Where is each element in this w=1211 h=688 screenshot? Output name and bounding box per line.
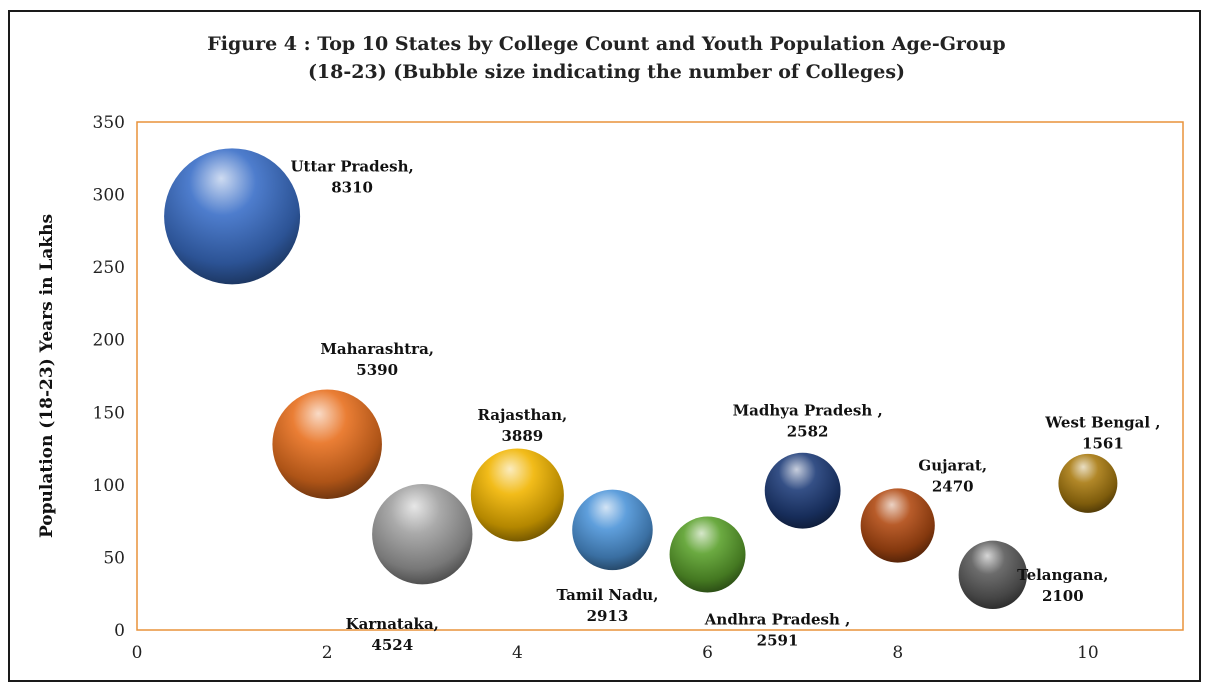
bubble-data-label: West Bengal , 1561	[1044, 413, 1160, 452]
bubbles	[164, 148, 1118, 610]
bubble-point	[764, 452, 841, 529]
bubble-data-label: Madhya Pradesh , 2582	[733, 402, 883, 441]
bubble-data-label: Telangana, 2100	[1017, 566, 1108, 605]
bubble-point	[164, 148, 301, 285]
bubble-data-label: Uttar Pradesh, 8310	[290, 157, 413, 196]
x-tick-label: 2	[322, 643, 333, 663]
bubble-point	[669, 516, 746, 593]
y-tick-label: 300	[93, 186, 125, 206]
bubble-labels: Uttar Pradesh, 8310 Maharashtra, 5390 Karnat…	[290, 157, 1160, 654]
bubble-point	[1058, 453, 1118, 513]
chart-title-line1: Figure 4 : Top 10 States by College Coun…	[207, 33, 1006, 55]
bubble-data-label: Maharashtra, 5390	[320, 340, 434, 379]
bubble-data-label: Gujarat, 2470	[918, 456, 987, 495]
bubble-point	[470, 448, 564, 542]
bubble-point	[372, 484, 473, 585]
x-tick-label: 0	[132, 643, 143, 663]
plot-area-border	[136, 121, 1184, 631]
y-tick-label: 200	[93, 331, 125, 351]
y-tick-label: 0	[114, 621, 125, 641]
y-axis-label: Population (18-23) Years in Lakhs	[37, 214, 57, 538]
bubble-data-label: Karnataka, 4524	[346, 615, 439, 654]
x-tick-label: 10	[1077, 643, 1099, 663]
y-tick-label: 100	[93, 476, 125, 496]
y-tick-label: 350	[93, 113, 125, 133]
y-axis: 0 50 100 150 200 250 300 350	[93, 113, 125, 641]
bubble-point	[572, 489, 653, 571]
x-tick-label: 6	[702, 643, 713, 663]
chart-title-line2: (18-23) (Bubble size indicating the numb…	[307, 61, 906, 83]
y-tick-label: 250	[93, 258, 125, 278]
chart-title: Figure 4 : Top 10 States by College Coun…	[10, 30, 1203, 86]
x-axis: 0 2 4 6 8 10	[132, 643, 1099, 663]
x-tick-label: 8	[892, 643, 903, 663]
bubble-data-label: Rajasthan, 3889	[477, 406, 567, 445]
bubble-data-label: Andhra Pradesh , 2591	[704, 611, 851, 650]
bubble-point	[272, 389, 382, 499]
x-tick-label: 4	[512, 643, 523, 663]
y-tick-label: 50	[103, 548, 125, 568]
bubble-point	[958, 540, 1028, 610]
bubble-point	[860, 488, 935, 563]
bubble-data-label: Tamil Nadu, 2913	[556, 586, 658, 625]
y-tick-label: 150	[93, 403, 125, 423]
